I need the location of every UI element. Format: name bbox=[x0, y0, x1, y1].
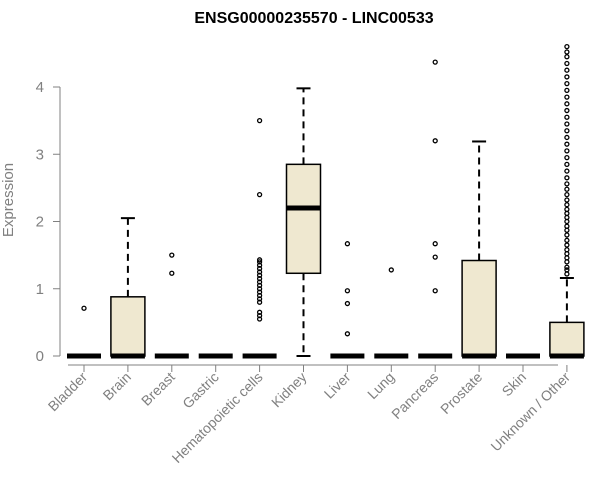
outlier-point bbox=[564, 54, 570, 60]
outlier-point bbox=[169, 270, 175, 276]
outlier-point bbox=[256, 191, 263, 198]
box-lung bbox=[374, 267, 409, 359]
x-tick-label: Liver bbox=[321, 369, 354, 402]
box-iqr bbox=[461, 259, 497, 357]
outlier-point bbox=[564, 191, 570, 198]
box-series bbox=[67, 44, 585, 359]
outlier-point bbox=[564, 128, 570, 134]
outlier-point bbox=[432, 254, 438, 260]
outlier-point bbox=[564, 141, 570, 147]
outlier-point bbox=[564, 154, 570, 161]
outlier-point bbox=[564, 223, 570, 229]
outlier-point bbox=[564, 197, 570, 203]
outlier-point bbox=[564, 202, 570, 208]
chart-title: ENSG00000235570 - LINC00533 bbox=[194, 10, 433, 27]
x-tick-label: Gastric bbox=[179, 369, 222, 412]
outlier-point bbox=[564, 267, 570, 273]
outlier-point bbox=[564, 114, 570, 120]
outlier-point bbox=[256, 257, 263, 263]
x-tick-label: Pancreas bbox=[388, 369, 441, 422]
x-tick-label: Skin bbox=[499, 369, 530, 400]
box-unknown-other bbox=[549, 44, 585, 359]
box-hematopoietic-cells bbox=[242, 117, 277, 359]
outlier-point bbox=[432, 138, 438, 144]
outlier-point bbox=[564, 161, 570, 167]
outlier-point bbox=[564, 49, 570, 55]
box-iqr bbox=[549, 321, 585, 357]
outlier-point bbox=[432, 288, 438, 294]
box-iqr bbox=[110, 296, 146, 357]
x-tick-label: Prostate bbox=[437, 369, 485, 417]
outlier-point bbox=[564, 101, 570, 107]
box-breast bbox=[154, 252, 189, 359]
outlier-point bbox=[564, 232, 570, 238]
outlier-point bbox=[564, 87, 570, 94]
outlier-point bbox=[564, 175, 570, 181]
box-brain bbox=[110, 217, 146, 359]
outlier-point bbox=[564, 107, 570, 114]
box-bladder bbox=[67, 305, 101, 359]
x-tick-label: Brain bbox=[100, 369, 134, 403]
x-tick-label: Lung bbox=[364, 369, 397, 402]
outlier-point bbox=[564, 168, 570, 174]
outlier-point bbox=[344, 300, 351, 307]
outlier-point bbox=[564, 60, 570, 67]
box-pancreas bbox=[418, 59, 453, 359]
outlier-point bbox=[81, 305, 87, 311]
outlier-point bbox=[564, 148, 570, 154]
outlier-point bbox=[564, 242, 570, 248]
y-tick-label: 4 bbox=[36, 79, 44, 96]
outlier-point bbox=[344, 288, 351, 294]
x-tick-label: Bladder bbox=[45, 369, 91, 415]
outlier-point bbox=[344, 241, 351, 247]
outlier-point bbox=[564, 206, 570, 213]
y-tick-label: 0 bbox=[36, 348, 44, 365]
y-axis-label: Expression bbox=[0, 163, 17, 237]
outlier-point bbox=[564, 134, 570, 141]
outlier-point bbox=[564, 121, 570, 127]
outlier-point bbox=[256, 117, 263, 124]
box-iqr bbox=[285, 163, 322, 275]
box-kidney bbox=[285, 87, 322, 357]
outlier-point bbox=[564, 67, 570, 73]
outlier-point bbox=[388, 267, 394, 273]
y-tick-label: 2 bbox=[36, 214, 44, 231]
outlier-point bbox=[564, 237, 570, 243]
outlier-point bbox=[256, 259, 263, 265]
outlier-point bbox=[564, 264, 570, 270]
outlier-point bbox=[432, 59, 438, 65]
outlier-point bbox=[564, 247, 570, 253]
x-tick-label: Breast bbox=[138, 369, 178, 409]
outlier-point bbox=[344, 331, 351, 337]
outlier-point bbox=[564, 80, 570, 87]
outlier-point bbox=[564, 186, 570, 192]
outlier-point bbox=[564, 181, 570, 187]
outlier-point bbox=[256, 309, 263, 315]
y-tick-label: 1 bbox=[36, 281, 44, 298]
outlier-point bbox=[169, 252, 175, 258]
outlier-point bbox=[564, 74, 570, 80]
x-tick-label: Kidney bbox=[268, 369, 310, 411]
y-axis-ticks: 0 1 2 3 4 bbox=[36, 79, 60, 365]
x-tick-label: Unknown / Other bbox=[487, 369, 573, 455]
outlier-point bbox=[564, 44, 570, 50]
outlier-point bbox=[432, 241, 438, 247]
box-liver bbox=[330, 241, 365, 359]
box-prostate bbox=[461, 140, 497, 359]
y-tick-label: 3 bbox=[36, 146, 44, 163]
outlier-point bbox=[564, 94, 570, 100]
